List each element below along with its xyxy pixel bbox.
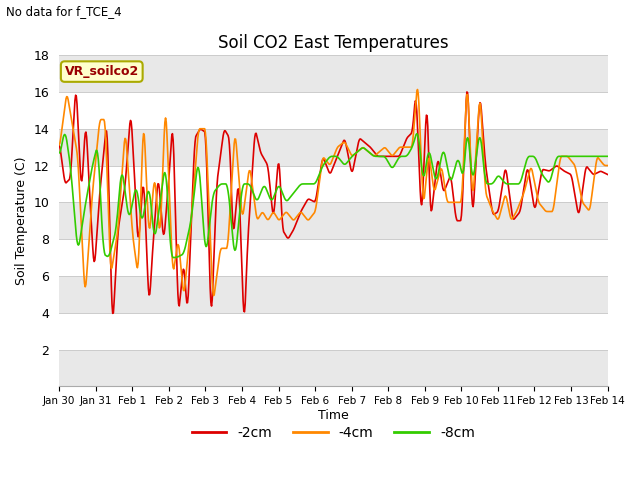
X-axis label: Time: Time (318, 409, 349, 422)
Y-axis label: Soil Temperature (C): Soil Temperature (C) (15, 156, 28, 285)
Bar (59, 276, 607, 312)
Bar (59, 349, 607, 386)
Title: Soil CO2 East Temperatures: Soil CO2 East Temperatures (218, 34, 449, 52)
Bar (59, 55, 607, 92)
Bar (59, 203, 607, 239)
Bar (59, 129, 607, 166)
Text: VR_soilco2: VR_soilco2 (65, 65, 139, 78)
Text: No data for f_TCE_4: No data for f_TCE_4 (6, 5, 122, 18)
Legend: -2cm, -4cm, -8cm: -2cm, -4cm, -8cm (186, 420, 481, 445)
